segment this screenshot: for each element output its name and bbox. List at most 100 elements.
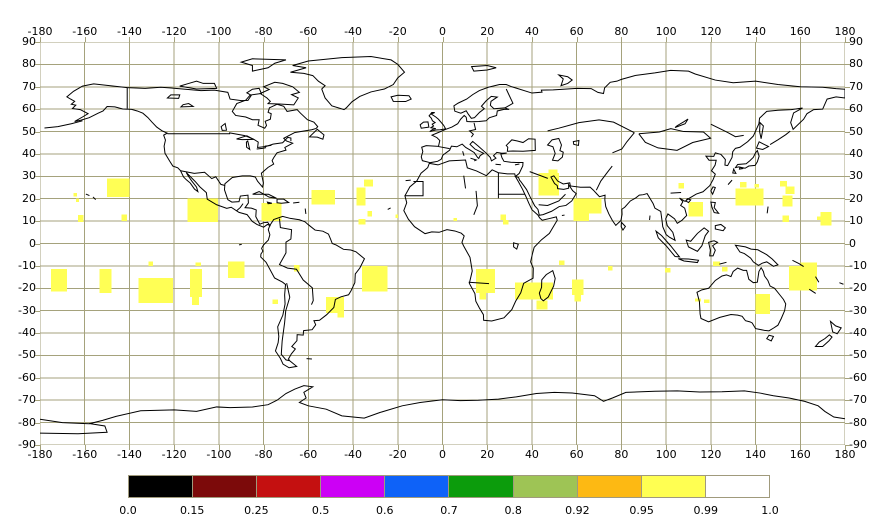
highlight-region	[789, 265, 818, 291]
axis-tick	[40, 37, 41, 42]
axis-tick	[845, 445, 846, 450]
axis-tick	[174, 37, 176, 42]
lon-tick-label: 120	[700, 25, 722, 38]
lat-tick-label: 0	[849, 236, 856, 250]
axis-tick	[442, 37, 444, 42]
coastline	[93, 197, 96, 200]
highlight-region	[754, 184, 759, 188]
axis-tick	[35, 333, 40, 335]
axis-tick	[845, 86, 850, 88]
colorbar-segment	[448, 476, 513, 497]
lat-tick-label: -90	[849, 438, 867, 451]
lon-tick-label: 180	[834, 25, 856, 38]
highlight-region	[326, 297, 345, 313]
lat-tick-label: -80	[18, 415, 36, 429]
lon-tick-label: -160	[72, 448, 98, 461]
lon-tick-label: 40	[524, 25, 539, 38]
highlight-region	[515, 282, 554, 300]
highlight-region	[75, 198, 80, 203]
coastline	[261, 216, 365, 367]
axis-tick	[353, 445, 355, 450]
highlight-region	[800, 262, 818, 266]
colorbar-segment	[256, 476, 321, 497]
coastline	[506, 139, 535, 152]
lon-tick-label: 40	[524, 448, 539, 461]
lon-tick-label: -80	[254, 448, 273, 461]
lat-tick-label: -30	[18, 303, 36, 317]
highlight-region	[367, 211, 373, 217]
axis-tick	[442, 445, 444, 450]
axis-tick	[35, 198, 40, 200]
lon-tick-label: -180	[27, 25, 53, 38]
coastline	[515, 164, 519, 165]
highlight-region	[51, 269, 67, 292]
coastline	[180, 81, 217, 89]
coastline	[404, 181, 423, 195]
axis-tick	[308, 445, 310, 450]
colorbar-tick-label: 0.25	[244, 504, 269, 517]
highlight-region	[782, 215, 790, 223]
coastline	[656, 231, 679, 257]
lat-tick-label: -40	[18, 326, 36, 340]
coastline	[267, 202, 271, 204]
highlight-region	[536, 300, 548, 310]
lon-tick-label: 20	[480, 448, 495, 461]
colorbar-tick-label: 0.95	[629, 504, 654, 517]
axis-tick	[84, 37, 86, 42]
lon-tick-label: 0	[439, 25, 446, 38]
coastline	[678, 259, 698, 263]
highlight-region	[358, 218, 366, 225]
lat-tick-label: 50	[22, 124, 36, 138]
axis-tick	[845, 109, 850, 111]
lat-tick-label: -10	[18, 258, 36, 272]
coastline	[241, 59, 286, 71]
colorbar-segment	[129, 476, 193, 497]
lon-tick-label: -140	[116, 448, 142, 461]
highlight-region	[735, 188, 764, 206]
lat-tick-label: -50	[849, 348, 867, 362]
coastline	[391, 95, 411, 101]
highlight-region	[558, 260, 565, 265]
axis-tick	[845, 422, 850, 424]
highlight-region	[538, 172, 559, 196]
axis-tick	[621, 37, 623, 42]
highlight-region	[739, 181, 747, 188]
highlight-region	[121, 214, 128, 222]
axis-tick	[174, 445, 176, 450]
axis-tick	[35, 109, 40, 111]
lat-tick-label: -90	[18, 438, 36, 451]
coastline	[305, 209, 306, 214]
coastline	[421, 70, 845, 240]
axis-tick	[218, 445, 220, 450]
axis-tick	[353, 37, 355, 42]
lat-tick-label: -80	[849, 415, 867, 429]
coastline	[815, 335, 832, 347]
lon-tick-label: 120	[700, 448, 722, 461]
highlight-region	[73, 193, 77, 197]
lat-tick-label: 10	[849, 214, 863, 228]
coastline	[293, 202, 299, 203]
axis-tick	[845, 400, 850, 402]
lat-tick-label: -10	[849, 258, 867, 272]
coastline	[246, 141, 249, 150]
highlight-region	[713, 261, 720, 266]
coastline	[548, 120, 635, 133]
colorbar-segment	[384, 476, 449, 497]
axis-tick	[531, 445, 533, 450]
lon-tick-label: 60	[569, 25, 584, 38]
coastline	[830, 321, 841, 333]
highlight-region	[664, 268, 671, 273]
lon-tick-label: -20	[388, 448, 407, 461]
coastline	[40, 386, 845, 424]
highlight-region	[502, 219, 509, 225]
colorbar-tick-label: 0.8	[504, 504, 522, 517]
highlight-region	[272, 299, 279, 304]
lat-tick-label: 20	[849, 191, 863, 205]
lon-tick-label: -180	[27, 448, 53, 461]
axis-tick	[845, 131, 850, 133]
colorbar-tick-label: 0.5	[311, 504, 330, 517]
axis-tick	[35, 377, 40, 379]
colorbar-segment	[640, 476, 705, 497]
highlight-region	[548, 169, 558, 173]
